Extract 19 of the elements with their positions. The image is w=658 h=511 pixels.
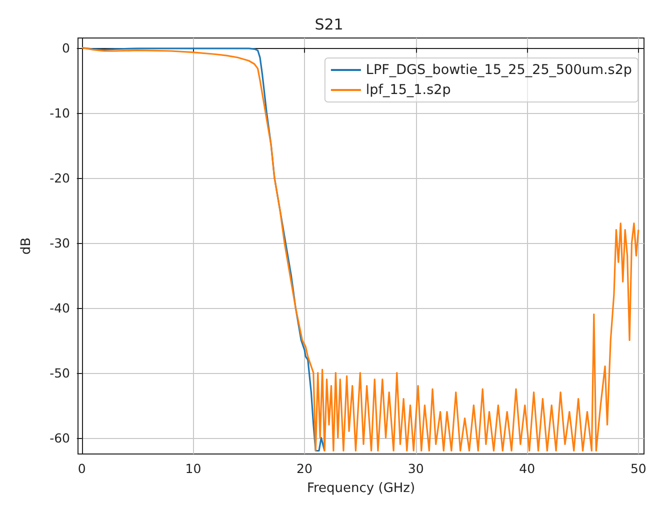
chart-title: S21	[314, 16, 344, 34]
x-tick-label: 50	[630, 461, 646, 476]
x-tick-label: 20	[296, 461, 313, 476]
x-tick-label: 10	[185, 461, 202, 476]
y-tick-label: -30	[50, 235, 70, 250]
y-tick-label: 0	[62, 40, 70, 56]
x-tick-label: 0	[78, 461, 86, 476]
x-tick-label: 40	[519, 461, 536, 476]
y-tick-label: -60	[50, 430, 70, 446]
y-axis-title: dB	[19, 237, 34, 255]
y-tick-label: -20	[50, 170, 70, 186]
y-tick-label: -40	[50, 300, 70, 316]
legend-label: lpf_15_1.s2p	[366, 82, 451, 98]
legend-label: LPF_DGS_bowtie_15_25_25_500um.s2p	[366, 62, 632, 78]
y-tick-label: -10	[50, 105, 70, 120]
y-tick-label: -50	[50, 365, 70, 380]
x-tick-label: 30	[408, 461, 424, 476]
x-axis-title: Frequency (GHz)	[306, 481, 416, 496]
line-series	[81, 46, 640, 452]
